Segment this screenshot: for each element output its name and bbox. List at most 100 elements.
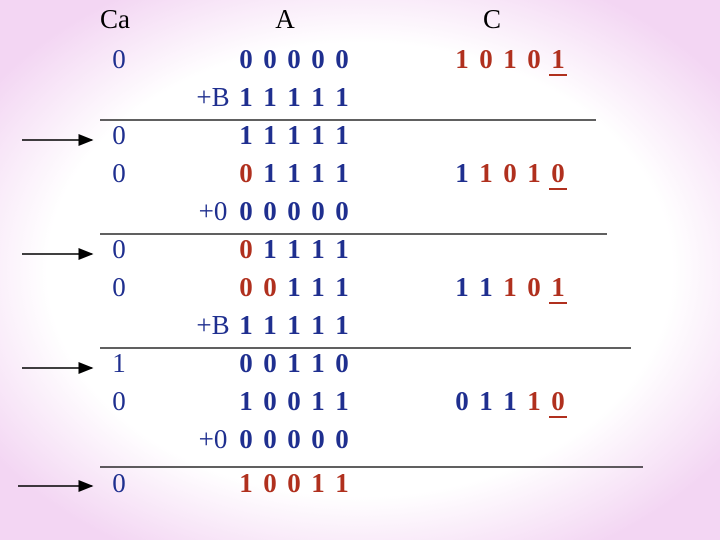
c-digit: 1: [455, 158, 469, 188]
a-digit: 1: [239, 82, 253, 112]
c-digit: 0: [527, 44, 541, 74]
a-digit: 1: [239, 310, 253, 340]
a-digit: 1: [311, 468, 325, 498]
a-digit: 1: [287, 82, 301, 112]
a-digit: 1: [287, 234, 301, 264]
a-digit: 1: [287, 348, 301, 378]
a-digit: 1: [239, 468, 253, 498]
a-digit: 0: [263, 348, 277, 378]
a-digit: 1: [311, 348, 325, 378]
carry: 0: [112, 120, 126, 150]
c-digit: 1: [527, 386, 541, 416]
c-digit: 1: [455, 272, 469, 302]
c-digit: 1: [455, 44, 469, 74]
a-digit: 1: [263, 120, 277, 150]
a-digit: 0: [263, 44, 277, 74]
a-digit: 1: [263, 82, 277, 112]
a-digit: 1: [335, 468, 349, 498]
a-digit: 0: [239, 272, 253, 302]
rows: 0 0 0 0 0 0 1 0 1 0 1+B 1 1 1 1 10 1 1 1 1 10 0 1 1 1 1 1 1 0 1 0+0 0 0 0…: [112, 44, 567, 498]
a-digit: 1: [239, 120, 253, 150]
header-a: A: [275, 4, 295, 34]
a-digit: 1: [311, 386, 325, 416]
a-digit: 1: [335, 272, 349, 302]
a-digit: 1: [335, 82, 349, 112]
a-digit: 1: [311, 82, 325, 112]
c-digit: 1: [503, 44, 517, 74]
a-digit: 1: [287, 158, 301, 188]
carry: 0: [112, 386, 126, 416]
carry: 0: [112, 158, 126, 188]
a-digit: 0: [239, 196, 253, 226]
a-digit: 0: [263, 272, 277, 302]
c-digit: 0: [455, 386, 469, 416]
a-digit: 1: [311, 158, 325, 188]
a-digit: 0: [263, 196, 277, 226]
a-digit: 0: [287, 468, 301, 498]
c-digit: 0: [551, 158, 565, 188]
c-digit: 0: [503, 158, 517, 188]
arrows: [18, 134, 94, 492]
carry: 1: [112, 348, 126, 378]
a-digit: 1: [263, 310, 277, 340]
header-ca: Ca: [100, 4, 130, 34]
a-digit: 0: [263, 386, 277, 416]
carry: 0: [112, 468, 126, 498]
a-digit: 0: [263, 424, 277, 454]
a-digit: 1: [335, 158, 349, 188]
a-digit: 0: [335, 348, 349, 378]
operand: +B: [196, 310, 229, 340]
a-digit: 0: [311, 196, 325, 226]
carry: 0: [112, 272, 126, 302]
a-digit: 0: [311, 424, 325, 454]
operand: +0: [199, 196, 228, 226]
a-digit: 1: [287, 310, 301, 340]
a-digit: 0: [311, 44, 325, 74]
header-c: C: [483, 4, 501, 34]
operand: +0: [199, 424, 228, 454]
carry: 0: [112, 44, 126, 74]
c-digit: 0: [479, 44, 493, 74]
a-digit: 1: [311, 272, 325, 302]
separators: [100, 119, 643, 468]
a-digit: 1: [311, 310, 325, 340]
a-digit: 0: [239, 44, 253, 74]
carry: 0: [112, 234, 126, 264]
c-digit: 1: [503, 272, 517, 302]
a-digit: 0: [263, 468, 277, 498]
a-digit: 1: [239, 386, 253, 416]
a-digit: 0: [287, 424, 301, 454]
a-digit: 0: [239, 158, 253, 188]
c-digit: 1: [479, 158, 493, 188]
a-digit: 1: [335, 120, 349, 150]
a-digit: 0: [239, 348, 253, 378]
a-digit: 1: [335, 386, 349, 416]
a-digit: 1: [335, 234, 349, 264]
c-digit: 1: [479, 272, 493, 302]
a-digit: 1: [263, 234, 277, 264]
c-digit: 1: [479, 386, 493, 416]
c-digit: 1: [551, 272, 565, 302]
a-digit: 1: [335, 310, 349, 340]
a-digit: 1: [263, 158, 277, 188]
a-digit: 0: [287, 44, 301, 74]
c-digit: 1: [551, 44, 565, 74]
c-digit: 0: [551, 386, 565, 416]
c-digit: 0: [527, 272, 541, 302]
a-digit: 0: [335, 424, 349, 454]
a-digit: 1: [287, 272, 301, 302]
c-digit: 1: [527, 158, 541, 188]
a-digit: 1: [311, 234, 325, 264]
a-digit: 0: [239, 234, 253, 264]
a-digit: 1: [311, 120, 325, 150]
c-digit: 1: [503, 386, 517, 416]
a-digit: 0: [239, 424, 253, 454]
a-digit: 0: [335, 44, 349, 74]
operand: +B: [196, 82, 229, 112]
a-digit: 0: [287, 196, 301, 226]
a-digit: 1: [287, 120, 301, 150]
a-digit: 0: [335, 196, 349, 226]
a-digit: 0: [287, 386, 301, 416]
